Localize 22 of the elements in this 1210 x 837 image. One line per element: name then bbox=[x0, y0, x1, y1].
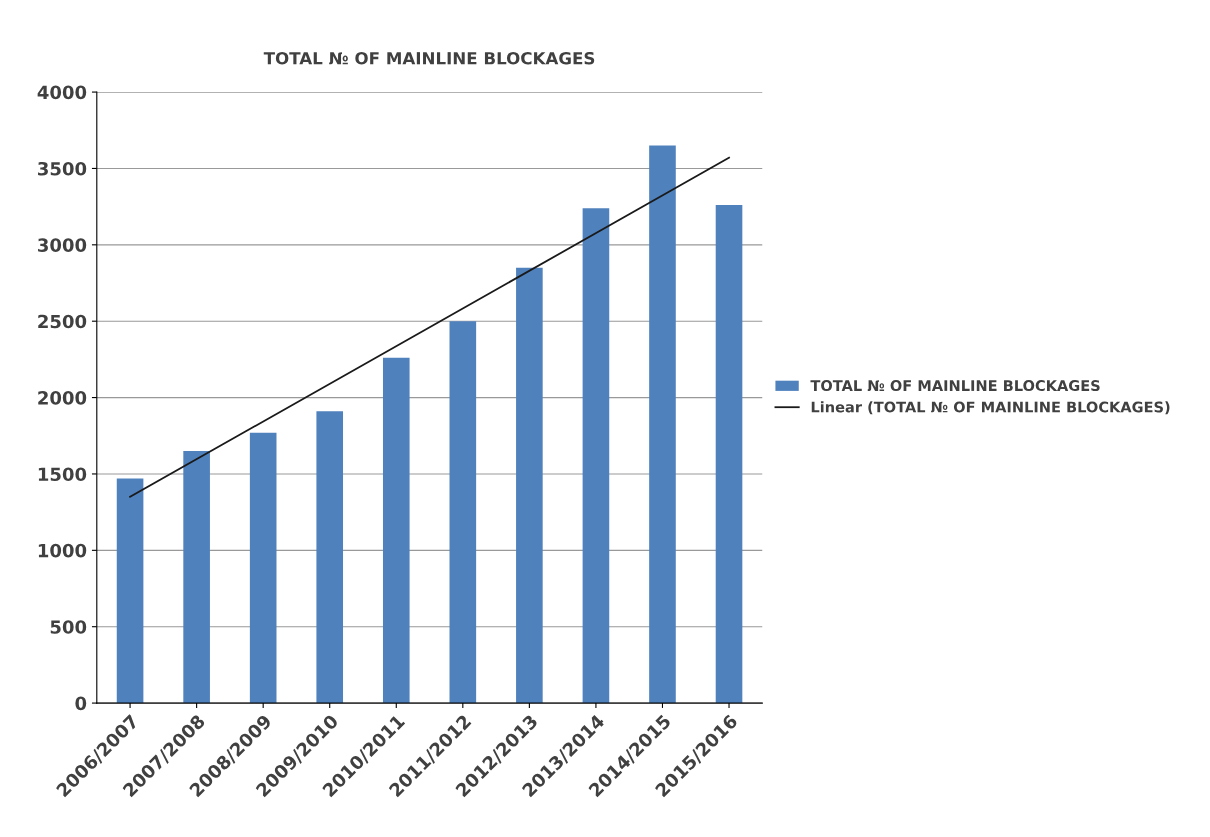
y-tick-label: 1000 bbox=[38, 543, 87, 558]
legend-label: Linear (TOTAL № OF MAINLINE BLOCKAGES) bbox=[811, 401, 1170, 415]
bar bbox=[516, 267, 543, 704]
y-tick-label: 2500 bbox=[38, 314, 87, 329]
y-tick-label: 4000 bbox=[37, 85, 87, 100]
y-tick-label: 3500 bbox=[38, 161, 87, 176]
y-tick-label: 1500 bbox=[38, 467, 87, 482]
y-tick-label: 3000 bbox=[38, 238, 87, 252]
y-tick-label: 500 bbox=[50, 620, 87, 634]
bar bbox=[449, 321, 477, 704]
bar bbox=[249, 432, 277, 704]
bar bbox=[382, 357, 410, 704]
y-tick-label: 2000 bbox=[38, 391, 87, 405]
legend-label: TOTAL № OF MAINLINE BLOCKAGES bbox=[810, 380, 1100, 392]
bar bbox=[183, 451, 210, 704]
bar bbox=[316, 411, 344, 704]
chart-title: TOTAL № OF MAINLINE BLOCKAGES bbox=[263, 51, 595, 65]
bar bbox=[649, 145, 676, 704]
bar bbox=[116, 478, 144, 704]
bar bbox=[582, 208, 610, 704]
bar bbox=[715, 205, 743, 704]
y-tick-label: 0 bbox=[75, 696, 87, 711]
